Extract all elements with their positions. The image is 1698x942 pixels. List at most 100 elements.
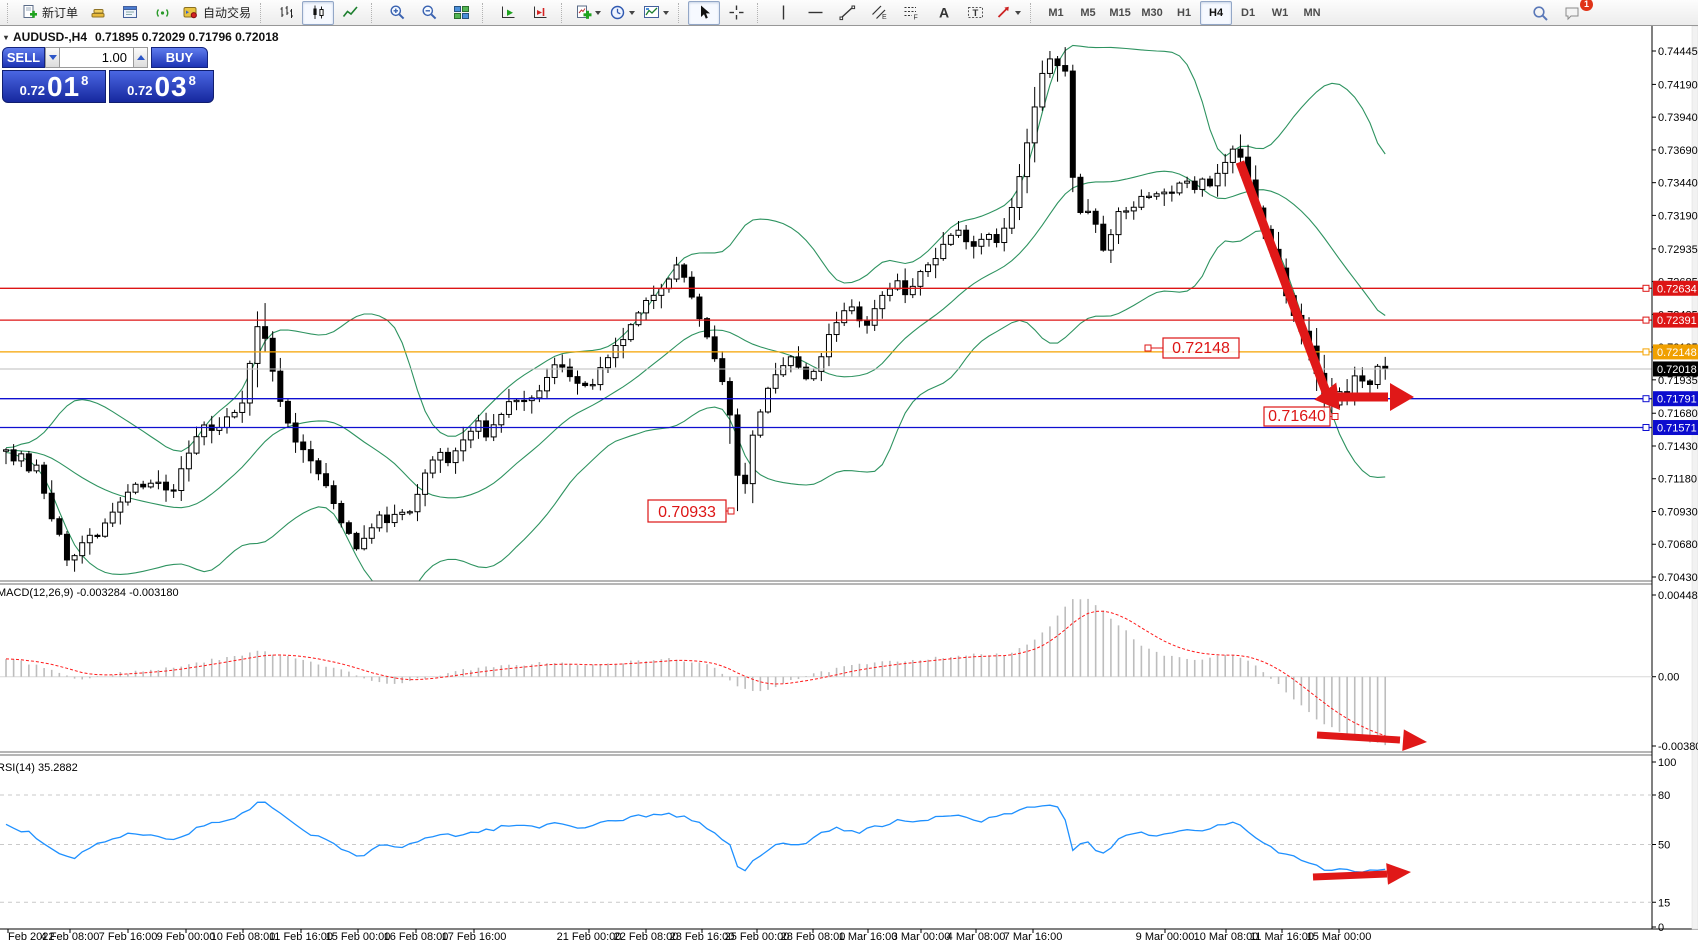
collapse-icon[interactable]: ▾ — [4, 32, 9, 42]
sell-price-display[interactable]: 0.72 01 8 — [2, 70, 106, 103]
search-button[interactable] — [1524, 1, 1556, 25]
chevron-down-icon[interactable] — [629, 10, 636, 15]
chart-symbol-title: ▾ AUDUSD-,H4 0.71895 0.72029 0.71796 0.7… — [4, 30, 279, 44]
templates-button[interactable] — [639, 1, 673, 25]
indicators-button[interactable] — [571, 1, 605, 25]
text-label-button[interactable]: T — [959, 1, 991, 25]
tf-mn-button[interactable]: MN — [1296, 1, 1328, 25]
svg-text:25 Feb 00:00: 25 Feb 00:00 — [725, 931, 790, 942]
tf-m30-button[interactable]: M30 — [1136, 1, 1168, 25]
profiles-button[interactable] — [82, 1, 114, 25]
toolbar-separator — [561, 2, 568, 23]
svg-text:0.71935: 0.71935 — [1658, 375, 1698, 387]
svg-text:0.74190: 0.74190 — [1658, 79, 1698, 91]
lot-increase-button[interactable] — [133, 47, 148, 68]
line-anchor[interactable] — [1642, 284, 1650, 292]
svg-text:7 Feb 16:00: 7 Feb 16:00 — [99, 931, 158, 942]
sideways-arrow[interactable] — [1336, 383, 1414, 411]
line-anchor[interactable] — [1642, 424, 1650, 431]
price-callout-0.71640[interactable]: 0.71640 — [1263, 406, 1339, 427]
rsi-label: RSI(14) 35.2882 — [0, 762, 78, 774]
tf-m30-label: M30 — [1141, 6, 1163, 19]
tf-m1-label: M1 — [1048, 6, 1064, 19]
zoom-in-button[interactable] — [381, 1, 413, 25]
arrows-icon — [995, 4, 1012, 21]
arrows-button[interactable] — [991, 1, 1025, 25]
main-toolbar: 新订单 自动交易 E F A T M1 M5 M15 M30 H1 H4 D1 W1 MN 1 — [0, 0, 1698, 26]
vertical-line-button[interactable] — [767, 1, 799, 25]
svg-text:4 Feb 08:00: 4 Feb 08:00 — [41, 931, 100, 942]
macd-signal-line — [5, 610, 1386, 737]
crosshair-button[interactable] — [720, 1, 752, 25]
down-trend-arrow[interactable] — [1235, 160, 1340, 410]
tf-m1-button[interactable]: M1 — [1040, 1, 1072, 25]
trendline-icon — [839, 4, 856, 21]
buy-button[interactable]: BUY — [151, 47, 208, 68]
tf-w1-button[interactable]: W1 — [1264, 1, 1296, 25]
auto-trading-button[interactable]: 自动交易 — [178, 1, 255, 25]
tf-d1-button[interactable]: D1 — [1232, 1, 1264, 25]
line-anchor[interactable] — [1642, 348, 1650, 356]
data-window-button[interactable] — [114, 1, 146, 25]
chat-icon — [1564, 5, 1581, 22]
text-button[interactable]: A — [927, 1, 959, 25]
macd-down-arrow[interactable] — [1316, 729, 1427, 752]
line-anchor[interactable] — [1642, 395, 1650, 403]
equidistant-channel-button[interactable]: E — [863, 1, 895, 25]
horizontal-line-button[interactable] — [799, 1, 831, 25]
sell-button[interactable]: SELL — [2, 47, 45, 68]
periods-button[interactable] — [605, 1, 639, 25]
svg-text:0.70680: 0.70680 — [1658, 539, 1698, 551]
buy-price-display[interactable]: 0.72 03 8 — [109, 70, 214, 103]
chevron-down-icon[interactable] — [663, 10, 670, 15]
candlestick-mode-button[interactable] — [302, 0, 335, 25]
tf-m5-button[interactable]: M5 — [1072, 1, 1104, 25]
price-callout-0.72148[interactable]: 0.72148 — [1144, 337, 1240, 359]
trendline-button[interactable] — [831, 1, 863, 25]
buy-price-point: 8 — [188, 73, 196, 88]
lot-decrease-button[interactable] — [45, 47, 60, 68]
label-icon: T — [967, 4, 984, 21]
bar-chart-mode-button[interactable] — [270, 1, 302, 25]
price-callout-0.70933[interactable]: 0.70933 — [647, 499, 735, 523]
rsi-pane — [0, 794, 1652, 903]
window-edge-strip — [1691, 25, 1698, 930]
svg-text:F: F — [913, 15, 917, 22]
svg-text:0.70930: 0.70930 — [1658, 506, 1698, 518]
tf-h1-button[interactable]: H1 — [1168, 1, 1200, 25]
chevron-down-icon[interactable] — [1015, 10, 1022, 15]
zoom-out-button[interactable] — [413, 1, 445, 25]
macd-pane — [0, 598, 1652, 746]
chart-shift-button[interactable] — [524, 1, 556, 25]
tile-windows-button[interactable] — [445, 1, 477, 25]
toolbar-separator — [1030, 2, 1037, 23]
price-label-red — [1653, 280, 1698, 296]
line-anchor[interactable] — [1642, 316, 1650, 324]
tf-m15-button[interactable]: M15 — [1104, 1, 1136, 25]
signals-button[interactable] — [146, 1, 178, 25]
window-icon — [122, 4, 139, 21]
gold-icon — [90, 4, 107, 21]
chat-button[interactable]: 1 — [1556, 0, 1593, 25]
toolbar-separator — [482, 2, 489, 23]
sell-price-point: 8 — [81, 73, 89, 88]
rsi-flat-arrow[interactable] — [1312, 863, 1411, 885]
chevron-down-icon[interactable] — [595, 10, 602, 15]
line-chart-mode-button[interactable] — [334, 1, 366, 25]
fibonacci-button[interactable]: F — [895, 1, 927, 25]
new-order-button[interactable]: 新订单 — [17, 1, 82, 25]
svg-text:21 Feb 00:00: 21 Feb 00:00 — [557, 931, 622, 942]
lot-size-input[interactable]: 1.00 — [60, 47, 133, 68]
auto-scroll-button[interactable] — [492, 1, 524, 25]
svg-text:22 Feb 08:00: 22 Feb 08:00 — [614, 931, 679, 942]
bars-icon — [278, 4, 295, 21]
caret-up-icon — [136, 55, 145, 60]
svg-text:0.74445: 0.74445 — [1658, 46, 1698, 58]
svg-text:0.00: 0.00 — [1658, 672, 1679, 684]
svg-text:0.72935: 0.72935 — [1658, 244, 1698, 256]
cursor-button[interactable] — [688, 0, 721, 25]
svg-text:T: T — [972, 8, 978, 19]
tf-h4-button[interactable]: H4 — [1200, 0, 1233, 25]
symbol-label: AUDUSD-,H4 — [13, 30, 88, 44]
